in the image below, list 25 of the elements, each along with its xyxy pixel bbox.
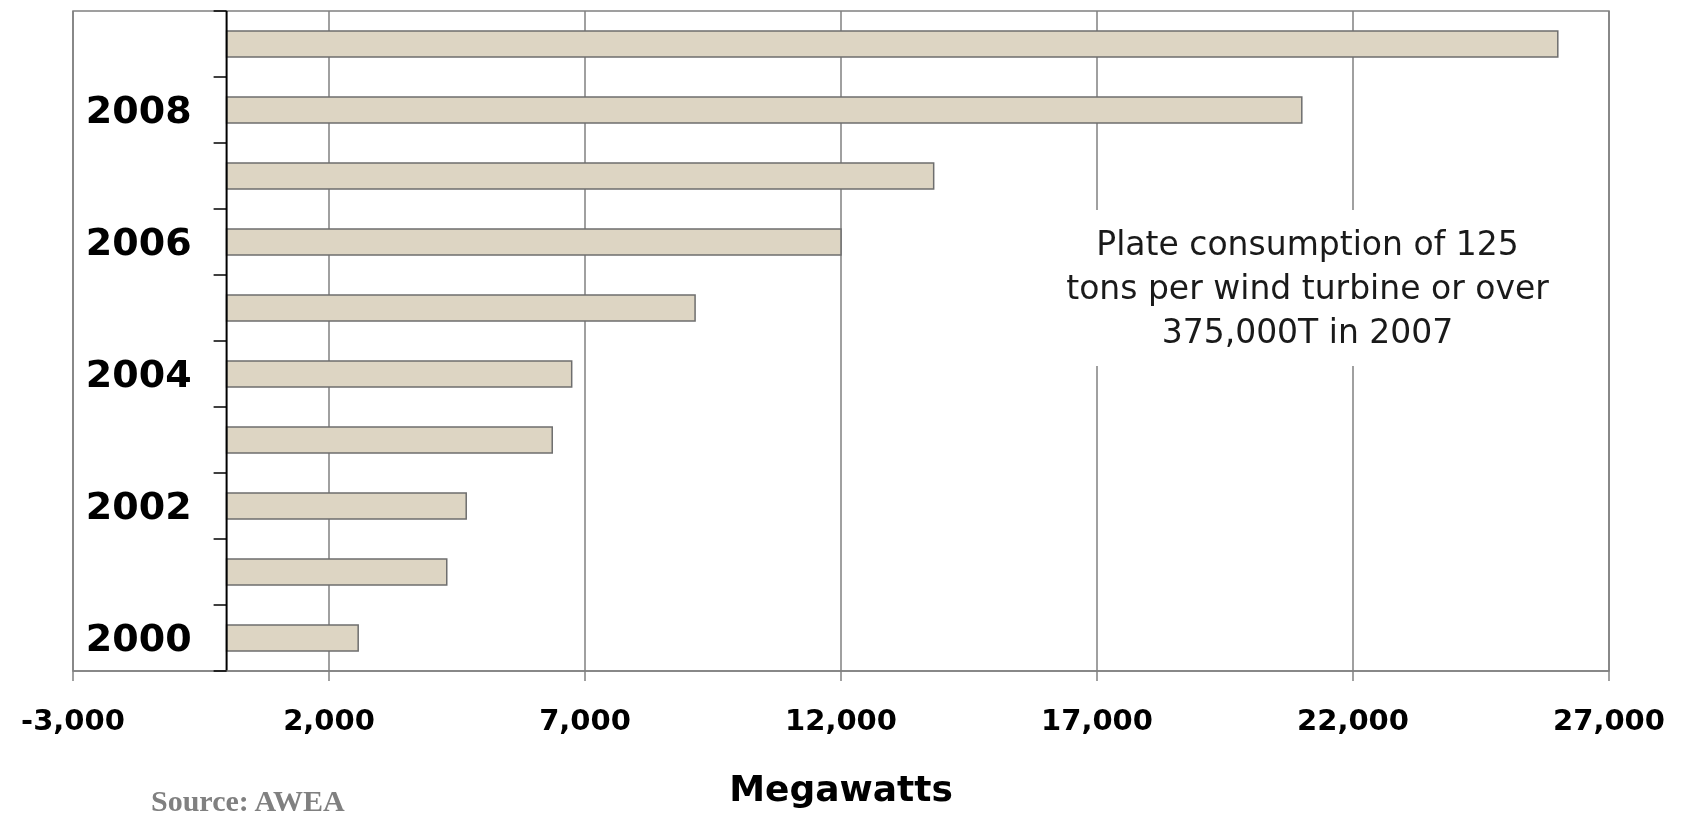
- bar: [225, 162, 935, 190]
- x-tick-label: 27,000: [1553, 702, 1665, 737]
- x-tick-label: -3,000: [21, 702, 125, 737]
- bar: [225, 360, 573, 388]
- bar: [225, 96, 1303, 124]
- bar: [225, 30, 1559, 58]
- bar: [225, 558, 448, 586]
- x-tick-label: 22,000: [1297, 702, 1409, 737]
- x-tick-label: 12,000: [785, 702, 897, 737]
- source-note: Source: AWEA: [151, 784, 345, 817]
- x-tick-label: 7,000: [539, 702, 631, 737]
- x-tick-label: 17,000: [1041, 702, 1153, 737]
- x-tick-label: 2,000: [283, 702, 375, 737]
- y-tick-label: 2008: [85, 88, 192, 132]
- bar: [225, 426, 553, 454]
- x-axis-title: Megawatts: [729, 767, 953, 809]
- bar: [225, 624, 359, 652]
- y-tick-label: 2000: [85, 616, 192, 660]
- y-tick-label: 2004: [85, 352, 192, 396]
- annotation: Plate consumption of 125 tons per wind turbine or over 375,000T in 2007: [1047, 210, 1568, 366]
- y-tick-label: 2006: [85, 220, 192, 264]
- bar: [225, 492, 467, 520]
- y-tick-label: 2002: [85, 484, 192, 528]
- bar: [225, 294, 696, 322]
- bar: [225, 228, 842, 256]
